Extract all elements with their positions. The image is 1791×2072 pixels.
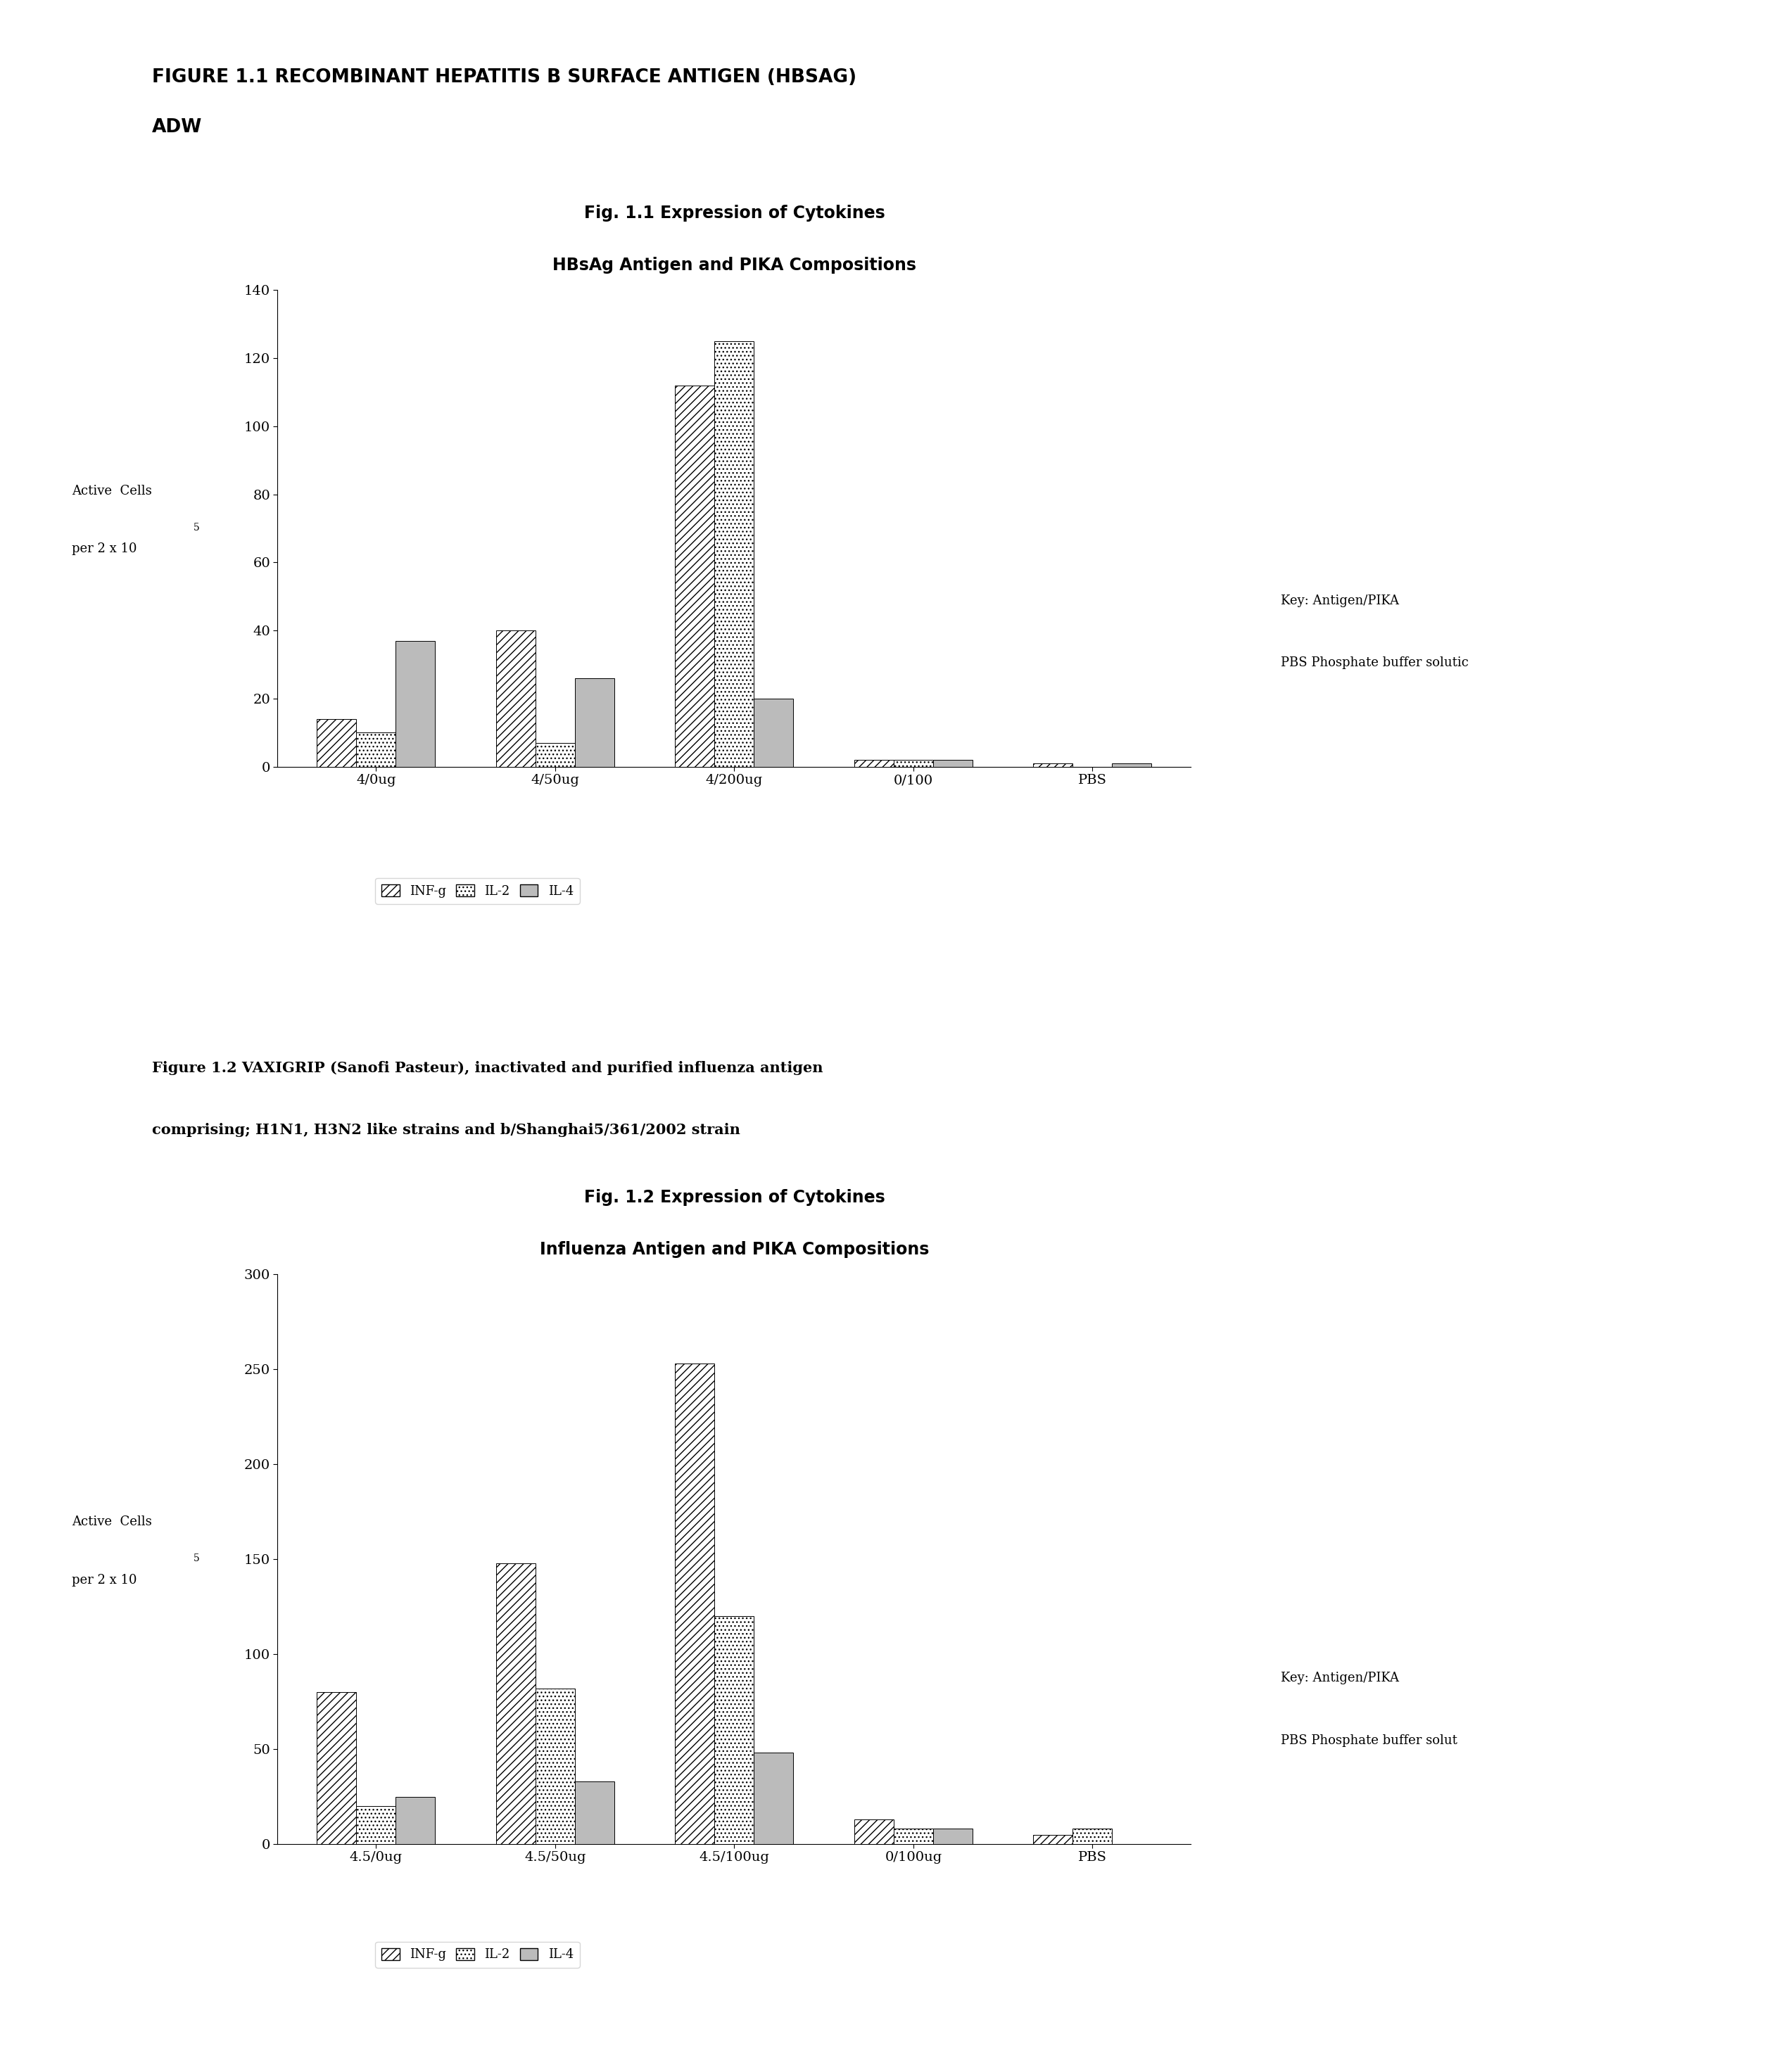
Text: HBsAg Antigen and PIKA Compositions: HBsAg Antigen and PIKA Compositions	[552, 257, 917, 274]
Bar	[754, 698, 793, 767]
Bar	[536, 742, 575, 767]
Text: Fig. 1.2 Expression of Cytokines: Fig. 1.2 Expression of Cytokines	[584, 1189, 885, 1206]
Text: Fig. 1.1 Expression of Cytokines: Fig. 1.1 Expression of Cytokines	[584, 205, 885, 222]
Bar	[1112, 762, 1152, 767]
Bar	[894, 1830, 933, 1844]
Bar	[575, 1782, 614, 1844]
Text: 5: 5	[193, 1554, 199, 1562]
Bar	[933, 1830, 973, 1844]
Text: Figure 1.2 VAXIGRIP (Sanofi Pasteur), inactivated and purified influenza antigen: Figure 1.2 VAXIGRIP (Sanofi Pasteur), in…	[152, 1061, 824, 1075]
Text: Active  Cells: Active Cells	[72, 485, 152, 497]
Bar	[575, 678, 614, 767]
Text: 5: 5	[193, 522, 199, 533]
Bar	[754, 1753, 793, 1844]
Bar	[1033, 762, 1073, 767]
Legend: INF-g, IL-2, IL-4: INF-g, IL-2, IL-4	[376, 1941, 580, 1968]
Text: FIGURE 1.1 RECOMBINANT HEPATITIS B SURFACE ANTIGEN (HBSAG): FIGURE 1.1 RECOMBINANT HEPATITIS B SURFA…	[152, 68, 856, 87]
Text: Influenza Antigen and PIKA Compositions: Influenza Antigen and PIKA Compositions	[539, 1241, 930, 1258]
Bar	[396, 1796, 435, 1844]
Bar	[317, 719, 356, 767]
Bar	[933, 760, 973, 767]
Legend: INF-g, IL-2, IL-4: INF-g, IL-2, IL-4	[376, 879, 580, 903]
Text: Key: Antigen/PIKA: Key: Antigen/PIKA	[1281, 595, 1399, 607]
Bar	[317, 1693, 356, 1844]
Bar	[1073, 1830, 1112, 1844]
Text: Active  Cells: Active Cells	[72, 1515, 152, 1529]
Text: ADW: ADW	[152, 118, 202, 137]
Bar	[854, 1819, 894, 1844]
Bar	[715, 1616, 754, 1844]
Text: PBS Phosphate buffer solutic: PBS Phosphate buffer solutic	[1281, 657, 1469, 669]
Text: Key: Antigen/PIKA: Key: Antigen/PIKA	[1281, 1672, 1399, 1685]
Bar	[496, 630, 536, 767]
Bar	[675, 1363, 715, 1844]
Bar	[675, 385, 715, 767]
Bar	[894, 760, 933, 767]
Bar	[356, 733, 396, 767]
Bar	[854, 760, 894, 767]
Bar	[1033, 1834, 1073, 1844]
Bar	[496, 1562, 536, 1844]
Text: PBS Phosphate buffer solut: PBS Phosphate buffer solut	[1281, 1734, 1458, 1747]
Bar	[536, 1689, 575, 1844]
Bar	[715, 342, 754, 767]
Text: per 2 x 10: per 2 x 10	[72, 543, 136, 555]
Text: comprising; H1N1, H3N2 like strains and b/Shanghai5/361/2002 strain: comprising; H1N1, H3N2 like strains and …	[152, 1123, 740, 1138]
Text: per 2 x 10: per 2 x 10	[72, 1573, 136, 1587]
Bar	[356, 1807, 396, 1844]
Bar	[396, 640, 435, 767]
